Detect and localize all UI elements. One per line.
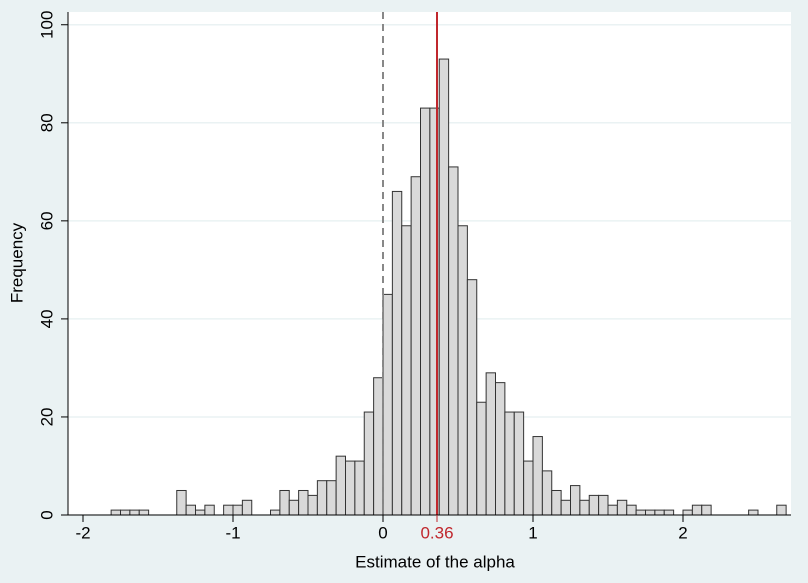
bar [345,460,356,516]
bar [691,504,703,516]
bar [663,509,675,516]
bar [185,504,196,516]
bar [635,509,646,516]
bar [607,504,618,516]
y-tick-label: 100 [37,11,56,39]
x-tick-label: -2 [75,523,90,542]
bar [513,411,525,516]
bar [523,460,534,516]
bar [410,176,421,516]
bar [616,499,628,516]
bar [326,480,337,516]
bar [682,509,693,516]
bar [626,504,637,516]
bar [438,58,450,516]
x-axis-title: Estimate of the alpha [355,552,515,571]
bar [748,509,759,516]
bar [701,504,712,516]
bar [588,494,600,516]
bar [560,499,571,516]
bar [457,225,468,516]
bar [401,225,412,516]
bar [270,509,281,516]
bar [373,377,384,516]
y-tick-label: 40 [37,309,56,328]
bar [110,509,121,516]
mean-label: 0.36 [420,523,453,542]
y-tick-label: 20 [37,407,56,426]
bar [354,460,365,516]
bar [570,485,581,516]
bar [551,489,562,516]
bar [654,509,665,516]
bar [288,499,300,516]
bar [298,489,309,516]
x-tick-label: 0 [378,523,387,542]
x-tick-label: 2 [678,523,687,542]
bar [504,411,515,516]
bar [579,499,590,516]
bar [223,504,234,516]
y-axis-title: Frequency [7,222,26,303]
bar [138,509,150,516]
bar [129,509,140,516]
bar [485,372,496,516]
x-tick-label: -1 [225,523,240,542]
bar [241,499,253,516]
bar [476,401,487,516]
y-tick-label: 80 [37,113,56,132]
bar [448,166,459,516]
bar [204,504,215,516]
bar [335,455,346,516]
bar [495,382,506,516]
bar [466,279,478,516]
bar [420,107,431,516]
bar [120,509,131,516]
bar [391,190,403,516]
y-tick-label: 0 [37,510,56,519]
y-tick-label: 60 [37,211,56,230]
bar [532,436,543,516]
bar [307,494,318,516]
x-tick-label: 1 [528,523,537,542]
bar [316,480,328,516]
bar [363,411,375,516]
bar [645,509,656,516]
bar [541,470,553,516]
bar [176,489,187,516]
bar [598,494,609,516]
bar [195,509,206,516]
bar [382,293,393,516]
bar [776,504,787,516]
bar [232,504,243,516]
bar [279,489,290,516]
